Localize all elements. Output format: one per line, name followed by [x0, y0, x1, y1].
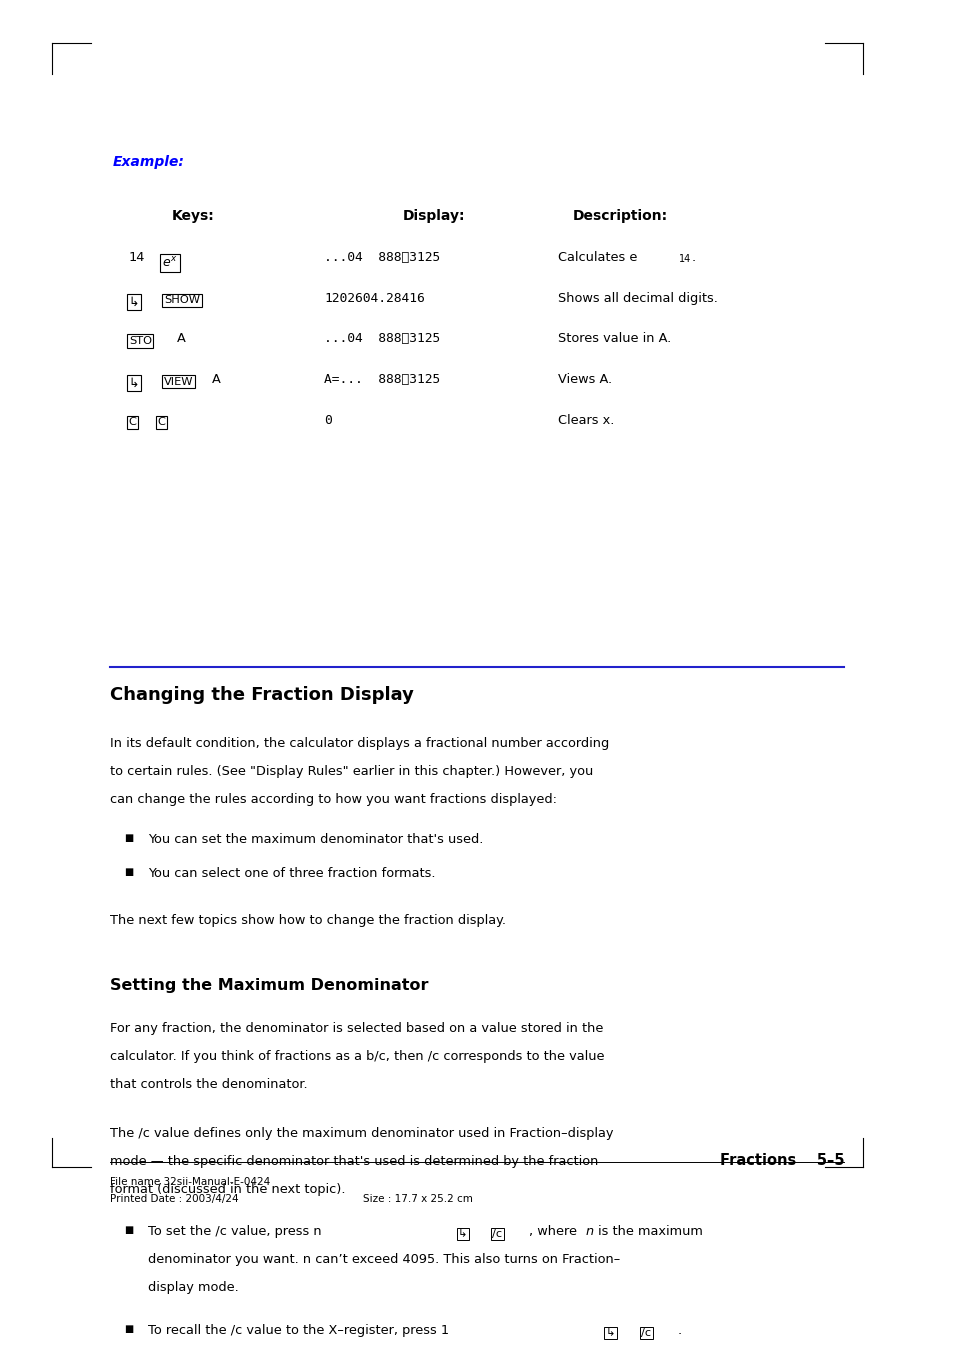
Text: File name 32sii-Manual-E-0424: File name 32sii-Manual-E-0424 [110, 1177, 270, 1186]
Text: C: C [129, 417, 136, 427]
Text: Changing the Fraction Display: Changing the Fraction Display [110, 685, 414, 704]
Text: A: A [212, 373, 220, 386]
Text: Description:: Description: [572, 209, 667, 223]
Text: Fractions    5–5: Fractions 5–5 [719, 1154, 843, 1169]
Text: ...04  888⁄3125: ...04 888⁄3125 [324, 332, 440, 346]
Text: ...04  888⁄3125: ...04 888⁄3125 [324, 251, 440, 263]
Text: .: . [677, 1324, 680, 1337]
Text: Setting the Maximum Denominator: Setting the Maximum Denominator [110, 978, 428, 993]
Text: Example:: Example: [112, 155, 184, 169]
Text: Shows all decimal digits.: Shows all decimal digits. [558, 292, 718, 305]
Text: ■: ■ [124, 1225, 133, 1235]
Text: You can set the maximum denominator that's used.: You can set the maximum denominator that… [148, 832, 483, 846]
Text: calculator. If you think of fractions as a b/c, then /c corresponds to the value: calculator. If you think of fractions as… [110, 1050, 603, 1063]
Text: The /c value defines only the maximum denominator used in Fraction–display: The /c value defines only the maximum de… [110, 1127, 613, 1140]
Text: To set the /c value, press n: To set the /c value, press n [148, 1225, 321, 1239]
Text: Keys:: Keys: [172, 209, 214, 223]
Text: /c: /c [640, 1328, 651, 1337]
Text: ■: ■ [124, 1324, 133, 1335]
Text: C: C [157, 417, 165, 427]
Text: The next few topics show how to change the fraction display.: The next few topics show how to change t… [110, 913, 505, 927]
Text: A=...  888⁄3125: A=... 888⁄3125 [324, 373, 440, 386]
Text: 14: 14 [679, 254, 691, 263]
Text: n: n [585, 1225, 594, 1239]
Text: mode — the specific denominator that's used is determined by the fraction: mode — the specific denominator that's u… [110, 1155, 598, 1169]
Text: VIEW: VIEW [164, 377, 193, 386]
Text: ■: ■ [124, 832, 133, 843]
Text: Clears x.: Clears x. [558, 413, 614, 427]
Text: that controls the denominator.: that controls the denominator. [110, 1078, 307, 1090]
Text: display mode.: display mode. [148, 1281, 238, 1293]
Text: ■: ■ [124, 867, 133, 877]
Text: ↳: ↳ [457, 1229, 467, 1239]
Text: A: A [176, 332, 185, 346]
Text: /c: /c [492, 1229, 502, 1239]
Text: 0: 0 [324, 413, 332, 427]
Text: .: . [691, 251, 695, 263]
Text: Calculates e: Calculates e [558, 251, 637, 263]
Text: SHOW: SHOW [164, 296, 200, 305]
Text: can change the rules according to how you want fractions displayed:: can change the rules according to how yo… [110, 793, 557, 805]
Text: Size : 17.7 x 25.2 cm: Size : 17.7 x 25.2 cm [362, 1194, 472, 1204]
Text: For any fraction, the denominator is selected based on a value stored in the: For any fraction, the denominator is sel… [110, 1023, 602, 1035]
Text: is the maximum: is the maximum [598, 1225, 702, 1239]
Text: You can select one of three fraction formats.: You can select one of three fraction for… [148, 867, 435, 880]
Text: Views A.: Views A. [558, 373, 612, 386]
Text: format (discussed in the next topic).: format (discussed in the next topic). [110, 1182, 345, 1196]
Text: To recall the /c value to the X–register, press 1: To recall the /c value to the X–register… [148, 1324, 449, 1337]
Text: ↳: ↳ [605, 1328, 615, 1337]
Text: , where: , where [529, 1225, 577, 1239]
Text: Printed Date : 2003/4/24: Printed Date : 2003/4/24 [110, 1194, 238, 1204]
Text: $e^x$: $e^x$ [162, 255, 177, 270]
Text: ↳: ↳ [129, 296, 139, 308]
Text: Stores value in A.: Stores value in A. [558, 332, 671, 346]
Text: 14: 14 [129, 251, 145, 263]
Text: denominator you want. n can’t exceed 4095. This also turns on Fraction–: denominator you want. n can’t exceed 409… [148, 1252, 619, 1266]
Text: ↳: ↳ [129, 377, 139, 389]
Text: Display:: Display: [402, 209, 465, 223]
Text: to certain rules. (See "Display Rules" earlier in this chapter.) However, you: to certain rules. (See "Display Rules" e… [110, 765, 593, 778]
Text: 1202604.28416: 1202604.28416 [324, 292, 425, 305]
Text: In its default condition, the calculator displays a fractional number according: In its default condition, the calculator… [110, 738, 608, 750]
Text: STO: STO [129, 336, 152, 346]
